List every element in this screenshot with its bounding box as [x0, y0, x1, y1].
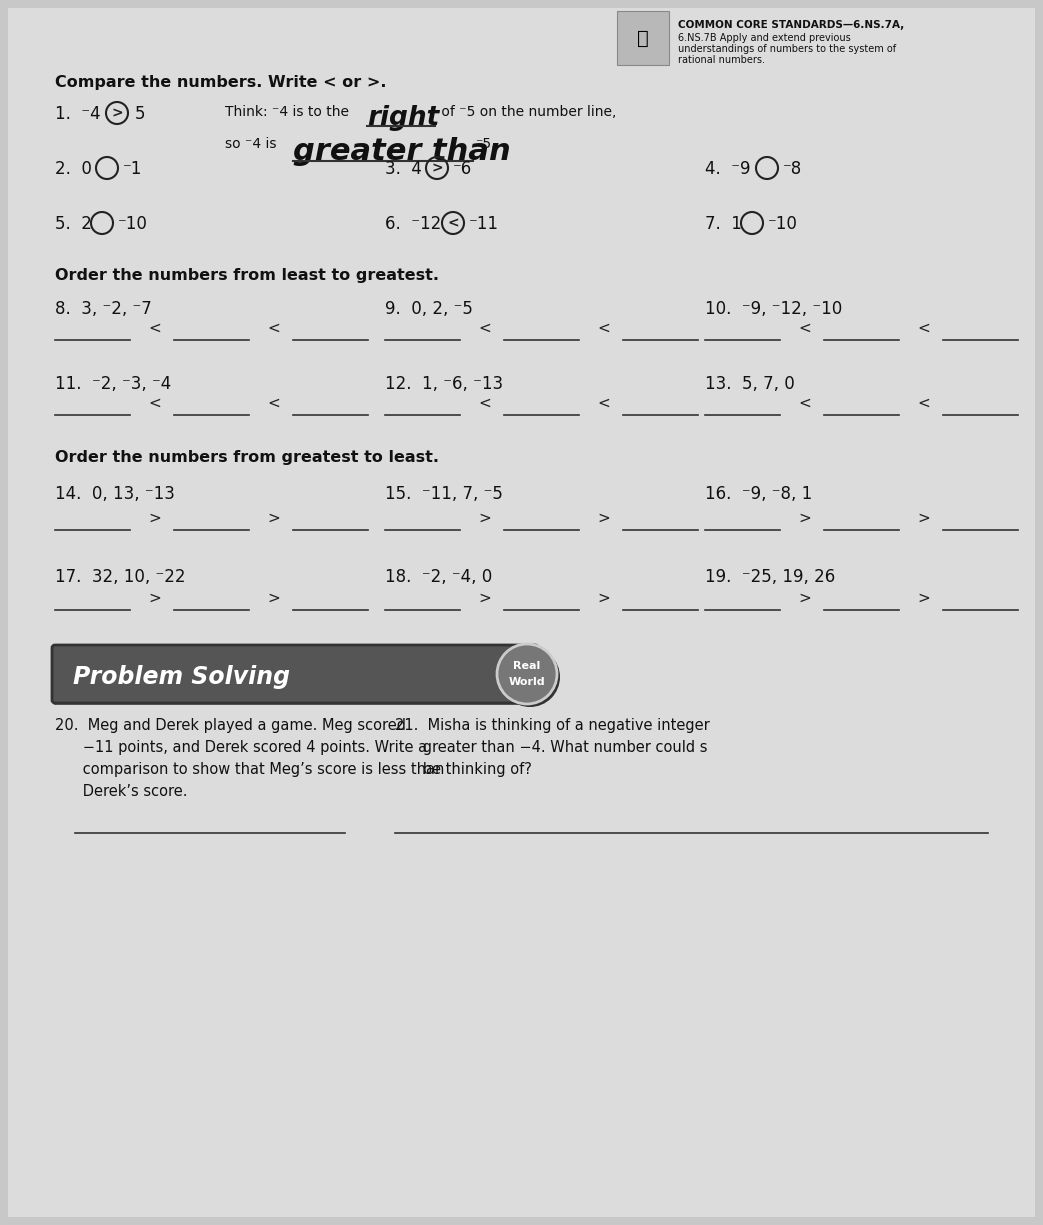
Text: rational numbers.: rational numbers.: [678, 55, 765, 65]
Text: 10.  ⁻9, ⁻12, ⁻10: 10. ⁻9, ⁻12, ⁻10: [705, 300, 843, 318]
Text: 4.  ⁻9: 4. ⁻9: [705, 160, 751, 178]
Text: Compare the numbers. Write < or >.: Compare the numbers. Write < or >.: [55, 75, 387, 89]
Text: 3.  4: 3. 4: [385, 160, 421, 178]
Text: <: <: [148, 321, 161, 336]
Text: ⁻1: ⁻1: [123, 160, 143, 178]
Text: Order the numbers from least to greatest.: Order the numbers from least to greatest…: [55, 268, 439, 283]
Text: 6.  ⁻12: 6. ⁻12: [385, 216, 441, 233]
Text: of ⁻5 on the number line,: of ⁻5 on the number line,: [437, 105, 616, 119]
Text: comparison to show that Meg’s score is less than: comparison to show that Meg’s score is l…: [55, 762, 444, 777]
Text: <: <: [798, 321, 810, 336]
Text: 7.  1: 7. 1: [705, 216, 742, 233]
Text: greater than −4. What number could s: greater than −4. What number could s: [395, 740, 707, 755]
Text: >: >: [112, 107, 123, 120]
Text: ⁻5.: ⁻5.: [475, 137, 495, 151]
Text: so ⁻4 is: so ⁻4 is: [225, 137, 276, 151]
Text: 16.  ⁻9, ⁻8, 1: 16. ⁻9, ⁻8, 1: [705, 485, 812, 503]
FancyBboxPatch shape: [617, 11, 669, 65]
Text: 21.  Misha is thinking of a negative integer: 21. Misha is thinking of a negative inte…: [395, 718, 709, 733]
Text: 20.  Meg and Derek played a game. Meg scored: 20. Meg and Derek played a game. Meg sco…: [55, 718, 406, 733]
Text: <: <: [917, 321, 929, 336]
Text: 🐻: 🐻: [637, 28, 649, 48]
Text: 13.  5, 7, 0: 13. 5, 7, 0: [705, 375, 795, 393]
Text: greater than: greater than: [293, 137, 511, 167]
Text: <: <: [798, 396, 810, 412]
Circle shape: [498, 644, 557, 704]
Text: ⁻6: ⁻6: [453, 160, 472, 178]
Text: >: >: [798, 511, 810, 526]
Text: 11.  ⁻2, ⁻3, ⁻4: 11. ⁻2, ⁻3, ⁻4: [55, 375, 171, 393]
Text: Order the numbers from greatest to least.: Order the numbers from greatest to least…: [55, 450, 439, 466]
FancyBboxPatch shape: [52, 646, 538, 703]
Text: 15.  ⁻11, 7, ⁻5: 15. ⁻11, 7, ⁻5: [385, 485, 503, 503]
Text: >: >: [917, 590, 929, 606]
Text: World: World: [509, 677, 545, 687]
Text: <: <: [917, 396, 929, 412]
Text: 19.  ⁻25, 19, 26: 19. ⁻25, 19, 26: [705, 568, 835, 586]
Text: >: >: [798, 590, 810, 606]
Text: <: <: [447, 216, 459, 230]
Text: 17.  32, 10, ⁻22: 17. 32, 10, ⁻22: [55, 568, 186, 586]
Text: ⁻10: ⁻10: [118, 216, 148, 233]
Text: right: right: [367, 105, 439, 131]
Text: >: >: [148, 590, 161, 606]
Text: 6.NS.7B Apply and extend previous: 6.NS.7B Apply and extend previous: [678, 33, 851, 43]
Text: >: >: [478, 590, 491, 606]
Text: −11 points, and Derek scored 4 points. Write a: −11 points, and Derek scored 4 points. W…: [55, 740, 428, 755]
Text: 9.  0, 2, ⁻5: 9. 0, 2, ⁻5: [385, 300, 472, 318]
Text: ⁻8: ⁻8: [783, 160, 802, 178]
Text: >: >: [478, 511, 491, 526]
Text: 8.  3, ⁻2, ⁻7: 8. 3, ⁻2, ⁻7: [55, 300, 151, 318]
Text: Think: ⁻4 is to the: Think: ⁻4 is to the: [225, 105, 354, 119]
Text: >: >: [431, 160, 443, 175]
Text: >: >: [148, 511, 161, 526]
Text: <: <: [267, 396, 280, 412]
Text: >: >: [267, 590, 280, 606]
Text: 5: 5: [135, 105, 146, 123]
Text: <: <: [597, 321, 610, 336]
Text: <: <: [478, 396, 491, 412]
Text: >: >: [597, 590, 610, 606]
Text: <: <: [148, 396, 161, 412]
Text: 12.  1, ⁻6, ⁻13: 12. 1, ⁻6, ⁻13: [385, 375, 503, 393]
Text: understandings of numbers to the system of: understandings of numbers to the system …: [678, 44, 896, 54]
Text: ⁻11: ⁻11: [469, 216, 499, 233]
Text: 1.  ⁻4: 1. ⁻4: [55, 105, 100, 123]
Text: ⁻10: ⁻10: [768, 216, 798, 233]
Text: <: <: [267, 321, 280, 336]
Text: COMMON CORE STANDARDS—6.NS.7A,: COMMON CORE STANDARDS—6.NS.7A,: [678, 20, 904, 29]
Text: <: <: [597, 396, 610, 412]
Text: 18.  ⁻2, ⁻4, 0: 18. ⁻2, ⁻4, 0: [385, 568, 492, 586]
Text: 14.  0, 13, ⁻13: 14. 0, 13, ⁻13: [55, 485, 175, 503]
Text: Real: Real: [513, 662, 540, 671]
Text: >: >: [267, 511, 280, 526]
FancyBboxPatch shape: [8, 9, 1035, 1216]
Text: Problem Solving: Problem Solving: [73, 665, 290, 688]
Text: <: <: [478, 321, 491, 336]
Text: >: >: [597, 511, 610, 526]
Text: Derek’s score.: Derek’s score.: [55, 784, 188, 799]
Text: 2.  0: 2. 0: [55, 160, 92, 178]
Text: be thinking of?: be thinking of?: [395, 762, 532, 777]
Circle shape: [500, 647, 560, 707]
Text: 5.  2: 5. 2: [55, 216, 92, 233]
Text: >: >: [917, 511, 929, 526]
